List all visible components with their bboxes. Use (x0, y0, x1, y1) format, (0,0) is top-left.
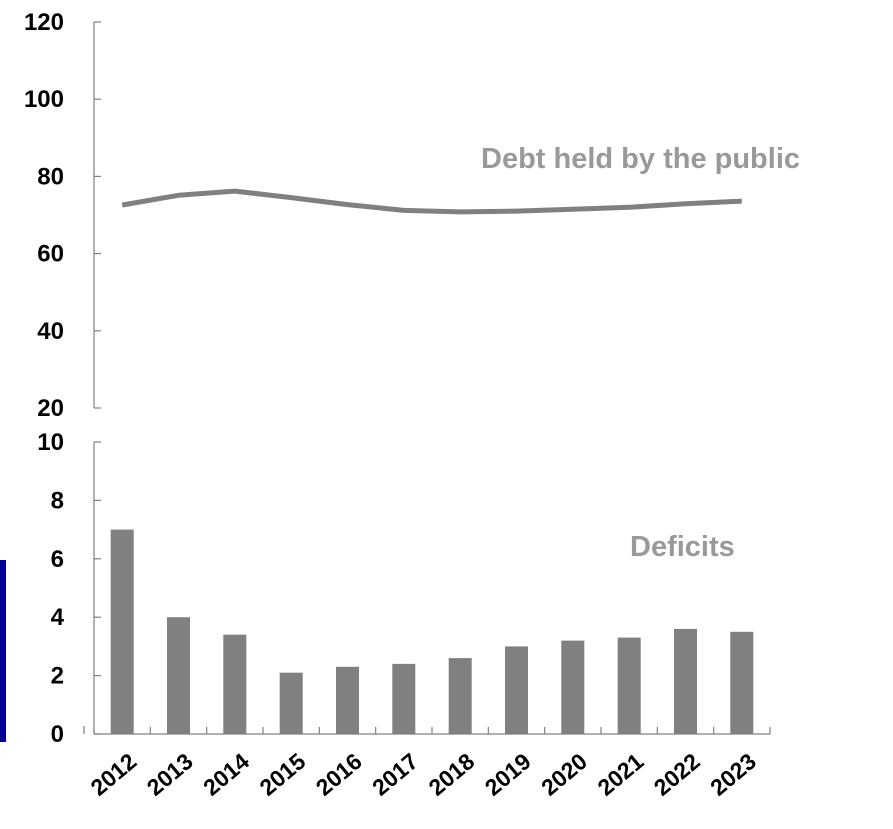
deficit-bar-2022 (674, 628, 697, 734)
deficit-y-tick-label: 0 (51, 721, 64, 748)
x-tick-label: 2014 (198, 748, 254, 801)
deficit-bar-2020 (561, 640, 585, 734)
x-tick-label: 2017 (367, 748, 423, 801)
deficit-bar-2018 (448, 658, 472, 734)
deficit-bar-2015 (279, 672, 303, 734)
left-edge-accent-bar (0, 560, 6, 742)
x-tick-label: 2022 (649, 748, 705, 801)
debt-series-line (121, 188, 742, 215)
deficit-y-tick-label: 10 (37, 429, 64, 456)
deficit-bar-2012 (110, 529, 134, 734)
deficit-bar-2019 (505, 646, 528, 734)
x-tick-label: 2023 (705, 748, 761, 801)
deficit-series-label: Deficits (630, 531, 735, 563)
x-tick-label: 2015 (254, 748, 310, 801)
deficit-bar-2021 (617, 637, 641, 734)
deficit-y-tick-label: 4 (51, 604, 65, 631)
deficit-y-tick-label: 8 (51, 487, 64, 514)
debt-y-tick-label: 100 (24, 86, 64, 113)
deficit-panel: 10 8 6 4 2 0 2012 2013 2014 2015 2016 2017 2018 2019… (37, 429, 771, 801)
deficit-bar-2014 (223, 634, 247, 734)
x-tick-label: 2020 (536, 748, 592, 801)
debt-y-tick-label: 80 (37, 163, 64, 190)
x-tick-label: 2021 (592, 748, 648, 801)
deficit-bar-2013 (167, 617, 190, 734)
x-tick-label: 2018 (423, 748, 479, 801)
deficit-y-tick-label: 6 (51, 546, 64, 573)
debt-series-label: Debt held by the public (481, 143, 800, 175)
debt-y-tick-label: 20 (37, 395, 64, 422)
deficit-y-tick-label: 2 (51, 663, 64, 690)
x-tick-label: 2016 (311, 748, 367, 801)
deficit-bar-2017 (392, 663, 416, 734)
debt-y-tick-label: 40 (37, 318, 64, 345)
x-tick-label: 2013 (142, 748, 198, 801)
debt-panel: 120 100 80 60 40 20 Debt held by the public (24, 9, 800, 422)
x-tick-label: 2012 (85, 748, 141, 801)
deficit-bar-2016 (336, 666, 359, 734)
deficit-bar-2023 (730, 631, 754, 734)
debt-y-tick-label: 60 (37, 241, 64, 268)
x-tick-label: 2019 (480, 748, 536, 801)
debt-y-tick-label: 120 (24, 9, 64, 36)
